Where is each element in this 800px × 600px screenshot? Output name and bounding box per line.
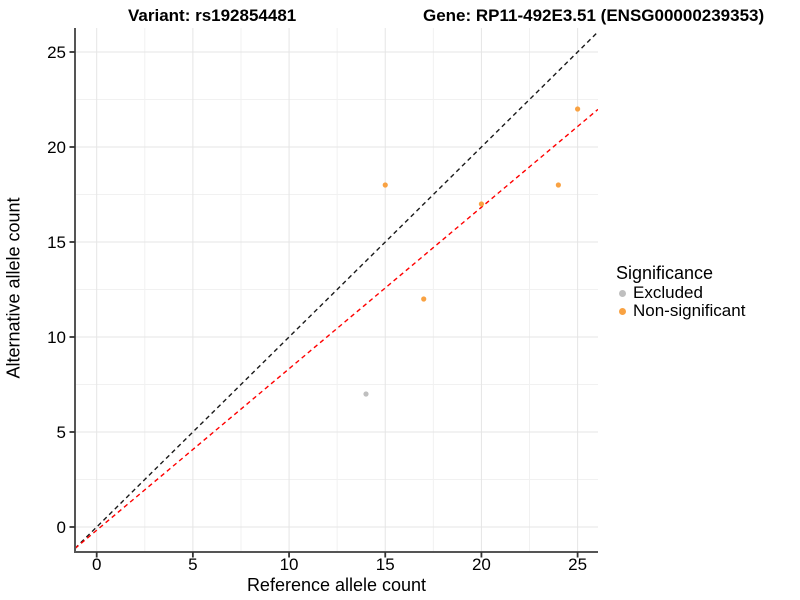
legend-item-label: Excluded	[633, 283, 703, 302]
y-tick-label: 15	[47, 233, 66, 252]
y-tick-label: 0	[57, 518, 66, 537]
y-tick-label: 5	[57, 423, 66, 442]
x-tick-label: 20	[472, 555, 491, 574]
x-tick-label: 25	[568, 555, 587, 574]
non-significant-dot-icon	[619, 307, 626, 315]
identity-line	[75, 31, 598, 549]
excluded-dot-icon	[619, 289, 626, 297]
y-tick-label: 20	[47, 138, 66, 157]
x-tick-label: 0	[92, 555, 101, 574]
legend: Significance Excluded Non-significant	[616, 263, 745, 320]
data-point-excluded	[363, 391, 369, 397]
legend-item-label: Non-significant	[633, 301, 746, 320]
x-tick-label: 5	[188, 555, 197, 574]
variant-title: Variant: rs192854481	[128, 6, 297, 25]
legend-item-excluded: Excluded	[616, 283, 745, 302]
regression-line	[75, 108, 598, 549]
gene-title: Gene: RP11-492E3.51 (ENSG00000239353)	[423, 6, 765, 25]
y-tick-label: 25	[47, 43, 66, 62]
x-axis-label: Reference allele count	[246, 575, 427, 595]
data-point-non-significant	[382, 182, 388, 188]
y-axis-label: Alternative allele count	[3, 197, 24, 379]
data-point-non-significant	[478, 201, 485, 207]
y-tick-label: 10	[47, 328, 66, 347]
x-tick-label: 15	[376, 555, 395, 574]
legend-item-non-significant: Non-significant	[616, 301, 746, 320]
data-point-non-significant	[421, 296, 427, 302]
legend-title: Significance	[616, 263, 714, 283]
data-point-non-significant	[555, 182, 561, 188]
gridlines	[75, 28, 598, 552]
data-point-non-significant	[575, 106, 581, 112]
x-tick-label: 10	[280, 555, 299, 574]
